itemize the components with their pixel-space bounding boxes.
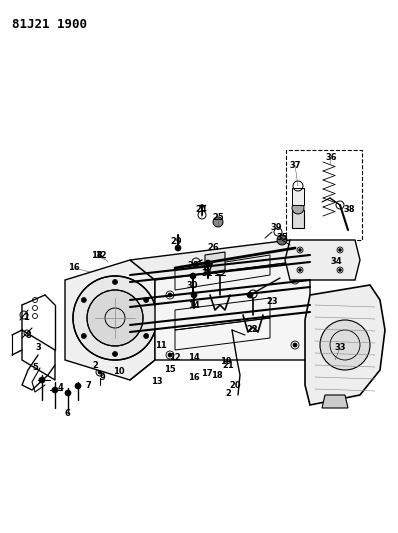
Circle shape <box>73 276 157 360</box>
Circle shape <box>75 383 81 389</box>
Text: 26: 26 <box>207 244 219 253</box>
Text: 17: 17 <box>201 368 213 377</box>
Text: 18: 18 <box>91 251 103 260</box>
Text: 31: 31 <box>201 269 213 278</box>
Circle shape <box>168 293 172 297</box>
Circle shape <box>207 257 223 273</box>
Circle shape <box>98 370 102 374</box>
Text: 38: 38 <box>343 206 355 214</box>
Text: 23: 23 <box>266 297 278 306</box>
Circle shape <box>298 248 302 252</box>
Circle shape <box>144 297 149 303</box>
Circle shape <box>39 377 45 383</box>
Text: 34: 34 <box>330 257 342 266</box>
Text: 20: 20 <box>229 381 241 390</box>
Text: 27: 27 <box>202 263 214 272</box>
Polygon shape <box>292 188 304 205</box>
Text: 2: 2 <box>225 389 231 398</box>
Text: 37: 37 <box>289 160 301 169</box>
Circle shape <box>168 353 172 357</box>
Text: 3: 3 <box>35 343 41 352</box>
Text: 30: 30 <box>186 280 198 289</box>
Text: 15: 15 <box>164 366 176 375</box>
Text: 4: 4 <box>57 384 63 392</box>
Text: 36: 36 <box>325 154 337 163</box>
Text: 13: 13 <box>151 377 163 386</box>
Circle shape <box>213 217 223 227</box>
Text: 16: 16 <box>68 263 80 272</box>
Polygon shape <box>305 285 385 405</box>
Text: 2: 2 <box>92 360 98 369</box>
Text: 39: 39 <box>270 223 282 232</box>
Circle shape <box>320 320 370 370</box>
Circle shape <box>144 334 149 338</box>
Text: 6: 6 <box>64 408 70 417</box>
Polygon shape <box>322 395 348 408</box>
Circle shape <box>81 297 86 303</box>
Circle shape <box>87 290 143 346</box>
Circle shape <box>190 273 196 279</box>
Text: 14: 14 <box>188 352 200 361</box>
Circle shape <box>175 245 181 251</box>
Circle shape <box>293 343 297 347</box>
Text: 11: 11 <box>155 342 167 351</box>
Circle shape <box>292 202 304 214</box>
Text: 28: 28 <box>187 261 199 270</box>
Polygon shape <box>205 252 225 273</box>
Circle shape <box>81 334 86 338</box>
Circle shape <box>293 278 297 282</box>
Text: 24: 24 <box>195 206 207 214</box>
Circle shape <box>247 292 253 298</box>
Text: 7: 7 <box>85 381 91 390</box>
Text: 14: 14 <box>188 302 200 311</box>
Text: 5: 5 <box>32 364 38 373</box>
Circle shape <box>52 387 58 393</box>
Text: 10: 10 <box>113 367 125 376</box>
Text: 29: 29 <box>170 238 182 246</box>
Text: 12: 12 <box>169 353 181 362</box>
Text: 32: 32 <box>95 251 107 260</box>
Text: 33: 33 <box>334 343 346 352</box>
Circle shape <box>205 260 211 266</box>
Circle shape <box>113 279 117 285</box>
Circle shape <box>339 248 341 252</box>
Polygon shape <box>130 240 310 280</box>
Text: 18: 18 <box>211 370 223 379</box>
Text: 22: 22 <box>246 326 258 335</box>
Text: 35: 35 <box>276 233 288 243</box>
Polygon shape <box>155 260 310 360</box>
Circle shape <box>211 261 219 269</box>
Text: 9: 9 <box>100 374 106 383</box>
Circle shape <box>277 235 287 245</box>
Text: 16: 16 <box>188 374 200 383</box>
Polygon shape <box>292 210 304 228</box>
Polygon shape <box>65 260 155 380</box>
Text: 21: 21 <box>222 360 234 369</box>
Circle shape <box>339 269 341 271</box>
Text: 19: 19 <box>220 358 232 367</box>
Bar <box>286 150 362 240</box>
Circle shape <box>298 269 302 271</box>
Text: 8: 8 <box>25 332 31 341</box>
Polygon shape <box>285 240 360 280</box>
Text: 81J21 1900: 81J21 1900 <box>12 18 87 31</box>
Circle shape <box>65 390 71 396</box>
Circle shape <box>191 292 197 298</box>
Text: 1: 1 <box>23 313 29 322</box>
Text: 25: 25 <box>212 214 224 222</box>
Circle shape <box>113 351 117 357</box>
